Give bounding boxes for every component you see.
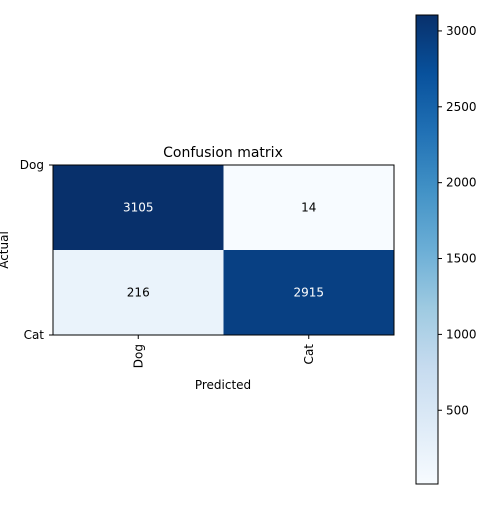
y-tick-label: Cat [24, 328, 45, 342]
colorbar-tick-label: 1000 [446, 327, 477, 341]
colorbar-tick-label: 1500 [446, 252, 477, 266]
heatmap-cell [223, 165, 394, 250]
cell-value-label: 2915 [293, 286, 324, 300]
colorbar-tick-label: 3000 [446, 24, 477, 38]
cell-value-label: 14 [301, 201, 316, 215]
heatmap-cells [53, 165, 394, 335]
colorbar-ticks: 500 1000 1500 2000 2500 3000 [438, 24, 477, 417]
heatmap-cell [223, 250, 394, 335]
colorbar-tick-label: 500 [446, 403, 469, 417]
colorbar-tick-label: 2000 [446, 176, 477, 190]
heatmap-cell-labels: 3105 14 216 2915 [123, 201, 324, 300]
y-tick-label: Dog [20, 158, 44, 172]
x-tick-label: Cat [302, 344, 316, 365]
y-axis-label: Actual [0, 231, 11, 269]
plot-frame [52, 164, 395, 336]
cell-value-label: 3105 [123, 201, 154, 215]
cell-value-label: 216 [127, 286, 150, 300]
chart-title: Confusion matrix [163, 145, 283, 161]
x-tick-label: Dog [131, 344, 145, 368]
colorbar [415, 14, 439, 485]
colorbar-tick-label: 2500 [446, 100, 477, 114]
heatmap-cell [53, 250, 224, 335]
y-axis-ticks: Dog Cat [20, 158, 53, 342]
x-axis-ticks: Dog Cat [131, 335, 316, 368]
x-axis-label: Predicted [195, 378, 251, 392]
heatmap-cell [53, 165, 224, 250]
